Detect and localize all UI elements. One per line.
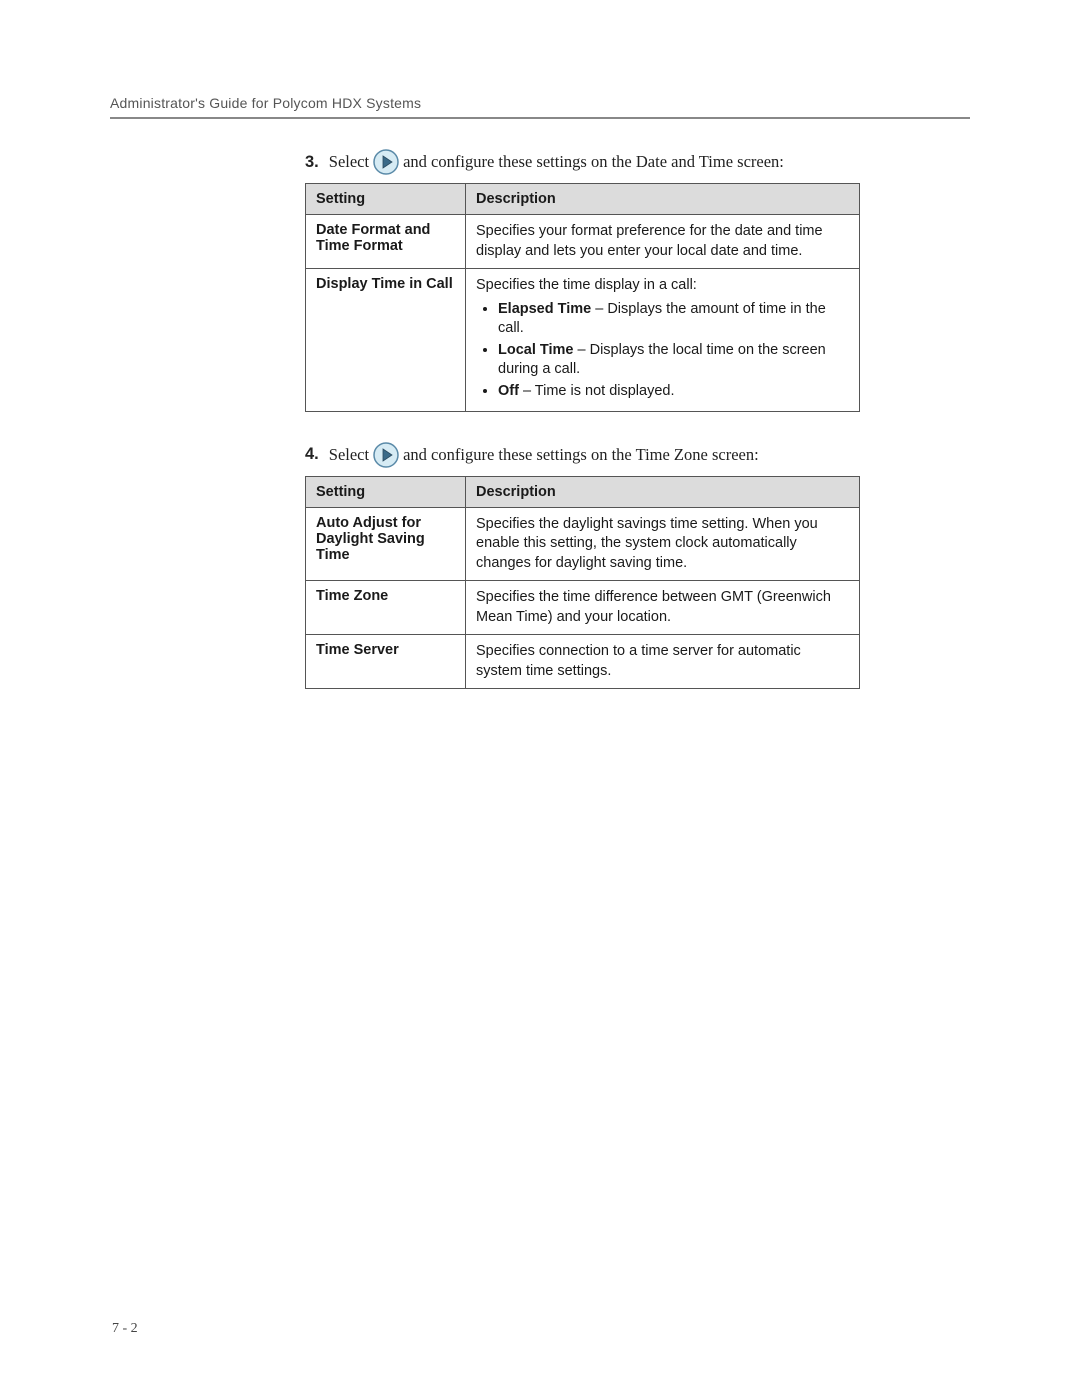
setting-description-cell: Specifies your format preference for the…: [466, 215, 860, 269]
setting-description-cell: Specifies the daylight savings time sett…: [466, 507, 860, 581]
setting-name-cell: Date Format and Time Format: [306, 215, 466, 269]
bullet-bold: Elapsed Time: [498, 301, 591, 317]
setting-name-cell: Time Zone: [306, 581, 466, 635]
list-item: Local Time – Displays the local time on …: [498, 341, 849, 380]
step-number: 3.: [305, 153, 319, 172]
table-header-row: Setting Description: [306, 476, 860, 507]
list-item: Off – Time is not displayed.: [498, 382, 849, 402]
setting-name-cell: Auto Adjust for Daylight Saving Time: [306, 507, 466, 581]
play-icon: [373, 442, 399, 468]
page-number: 7 - 2: [112, 1321, 138, 1337]
table-row: Date Format and Time Format Specifies yo…: [306, 215, 860, 269]
list-item: Elapsed Time – Displays the amount of ti…: [498, 300, 849, 339]
bullet-bold: Local Time: [498, 342, 573, 358]
table-row: Time Server Specifies connection to a ti…: [306, 635, 860, 689]
description-text: Specifies connection to a time server fo…: [476, 642, 849, 681]
table-header-row: Setting Description: [306, 184, 860, 215]
step-number: 4.: [305, 445, 319, 464]
table-row: Display Time in Call Specifies the time …: [306, 269, 860, 411]
description-text: Specifies the time display in a call:: [476, 276, 849, 296]
running-header: Administrator's Guide for Polycom HDX Sy…: [110, 95, 970, 119]
table-row: Auto Adjust for Daylight Saving Time Spe…: [306, 507, 860, 581]
step-text-after: and configure these settings on the Date…: [403, 152, 784, 172]
setting-description-cell: Specifies connection to a time server fo…: [466, 635, 860, 689]
step-text-before: Select: [329, 152, 369, 172]
description-text: Specifies your format preference for the…: [476, 222, 849, 261]
col-header-description: Description: [466, 184, 860, 215]
setting-description-cell: Specifies the time display in a call: El…: [466, 269, 860, 411]
time-zone-settings-table: Setting Description Auto Adjust for Dayl…: [305, 476, 860, 690]
bullet-rest: – Time is not displayed.: [519, 383, 675, 399]
col-header-setting: Setting: [306, 184, 466, 215]
setting-name-cell: Display Time in Call: [306, 269, 466, 411]
setting-name-cell: Time Server: [306, 635, 466, 689]
description-bullets: Elapsed Time – Displays the amount of ti…: [476, 300, 849, 402]
col-header-setting: Setting: [306, 476, 466, 507]
step-4-line: 4. Select and configure these settings o…: [305, 442, 970, 468]
content-body: 3. Select and configure these settings o…: [305, 149, 970, 689]
play-icon: [373, 149, 399, 175]
description-text: Specifies the daylight savings time sett…: [476, 515, 849, 574]
step-3-line: 3. Select and configure these settings o…: [305, 149, 970, 175]
date-time-settings-table: Setting Description Date Format and Time…: [305, 183, 860, 412]
step-text-before: Select: [329, 445, 369, 465]
description-text: Specifies the time difference between GM…: [476, 588, 849, 627]
page-container: Administrator's Guide for Polycom HDX Sy…: [0, 0, 1080, 769]
step-text-after: and configure these settings on the Time…: [403, 445, 759, 465]
table-row: Time Zone Specifies the time difference …: [306, 581, 860, 635]
bullet-bold: Off: [498, 383, 519, 399]
setting-description-cell: Specifies the time difference between GM…: [466, 581, 860, 635]
col-header-description: Description: [466, 476, 860, 507]
